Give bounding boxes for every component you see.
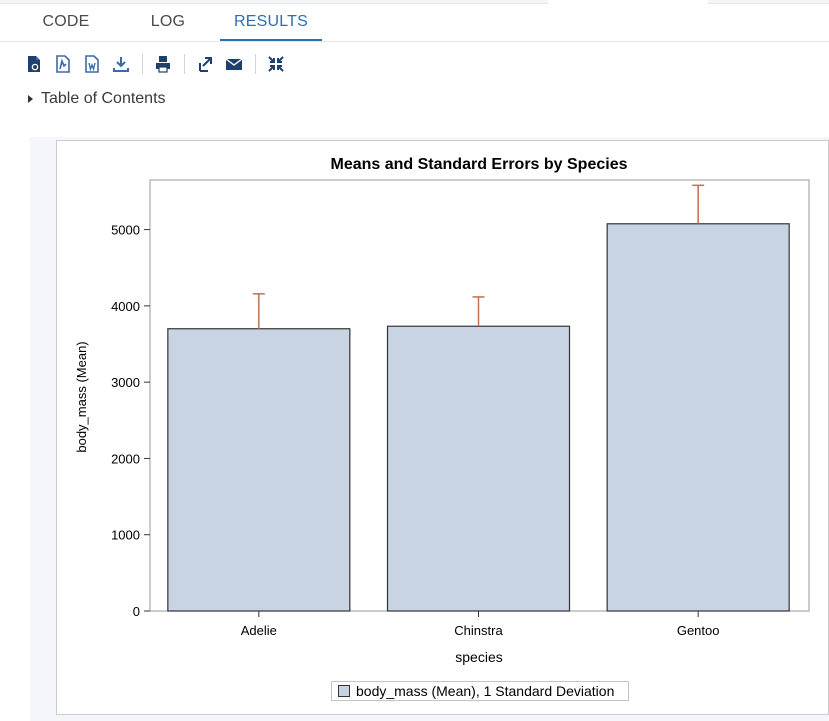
- bar: [167, 328, 351, 612]
- top-strip-active-segment: [548, 0, 708, 4]
- error-bars: [252, 184, 705, 329]
- y-tick-label: 1000: [111, 528, 140, 543]
- top-strip-line: [0, 3, 548, 4]
- table-of-contents-label: Table of Contents: [41, 90, 166, 107]
- print-icon[interactable]: [153, 54, 173, 74]
- table-of-contents-toggle[interactable]: Table of Contents: [28, 90, 166, 108]
- bar: [606, 223, 790, 612]
- y-tick-label: 2000: [111, 451, 140, 466]
- y-axis: 0 1000 2000 3000 4000 5000: [111, 223, 150, 619]
- y-tick-label: 0: [133, 604, 140, 619]
- chart-legend: body_mass (Mean), 1 Standard Deviation: [331, 681, 629, 701]
- bar: [386, 325, 571, 612]
- top-strip-line: [708, 3, 829, 4]
- chart-title: Means and Standard Errors by Species: [331, 156, 628, 173]
- bars: [167, 223, 790, 612]
- email-icon[interactable]: [224, 54, 244, 74]
- results-toolbar: [24, 53, 295, 75]
- toolbar-separator: [142, 54, 143, 74]
- results-tab-bar: CODE LOG RESULTS: [0, 5, 829, 42]
- x-tick-label: Gentoo: [677, 623, 720, 638]
- y-tick-label: 5000: [111, 223, 140, 238]
- y-tick-label: 4000: [111, 299, 140, 314]
- tab-results[interactable]: RESULTS: [220, 13, 322, 41]
- legend-swatch: [338, 685, 350, 697]
- caret-right-icon: [28, 95, 33, 103]
- export-word-icon[interactable]: [82, 54, 102, 74]
- x-tick-label: Adelie: [241, 623, 277, 638]
- export-pdf-icon[interactable]: [53, 54, 73, 74]
- export-html-icon[interactable]: [24, 54, 44, 74]
- y-axis-label: body_mass (Mean): [74, 341, 89, 452]
- x-axis-label: species: [455, 649, 502, 665]
- toolbar-separator: [255, 54, 256, 74]
- x-tick-label: Chinstra: [454, 623, 503, 638]
- tab-log[interactable]: LOG: [150, 13, 186, 30]
- toolbar-separator: [184, 54, 185, 74]
- collapse-icon[interactable]: [266, 54, 286, 74]
- x-axis: Adelie Chinstra Gentoo: [241, 611, 720, 638]
- tab-code[interactable]: CODE: [42, 13, 90, 30]
- y-tick-label: 3000: [111, 375, 140, 390]
- open-in-new-window-icon[interactable]: [195, 54, 215, 74]
- download-icon[interactable]: [111, 54, 131, 74]
- legend-label: body_mass (Mean), 1 Standard Deviation: [356, 683, 615, 699]
- top-strip: [0, 0, 829, 4]
